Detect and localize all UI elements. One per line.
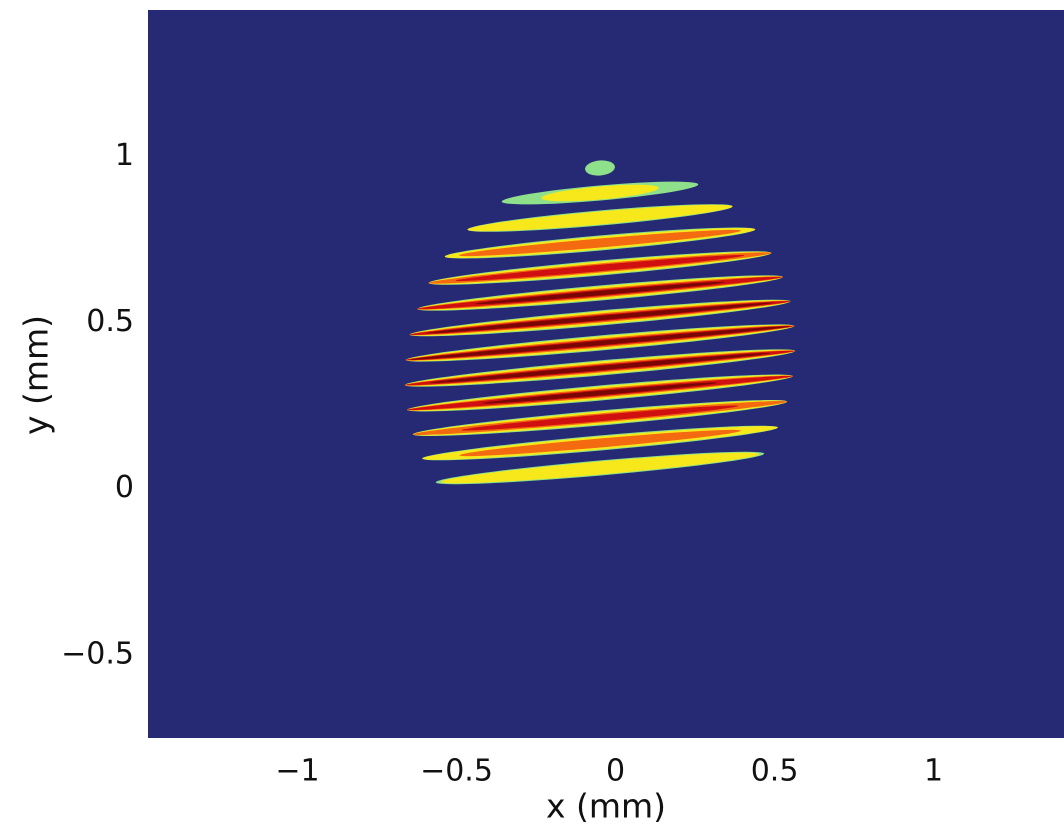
- chart: x (mm) y (mm) −1 −0.5 0 0.5 1 −0.5 0 0.5 1: [0, 0, 1064, 828]
- x-tick-label: −0.5: [420, 754, 493, 789]
- y-tick-label: 0.5: [86, 304, 134, 339]
- x-tick-label: 1: [924, 754, 943, 789]
- x-tick-label: 0: [606, 754, 625, 789]
- y-axis-label: y (mm): [17, 315, 56, 435]
- x-axis-label: x (mm): [546, 787, 666, 826]
- y-tick-label: 0: [115, 470, 134, 505]
- x-tick-label: 0.5: [751, 754, 799, 789]
- y-tick-label: 1: [115, 138, 134, 173]
- x-tick-label: −1: [275, 754, 319, 789]
- y-tick-label: −0.5: [61, 636, 134, 671]
